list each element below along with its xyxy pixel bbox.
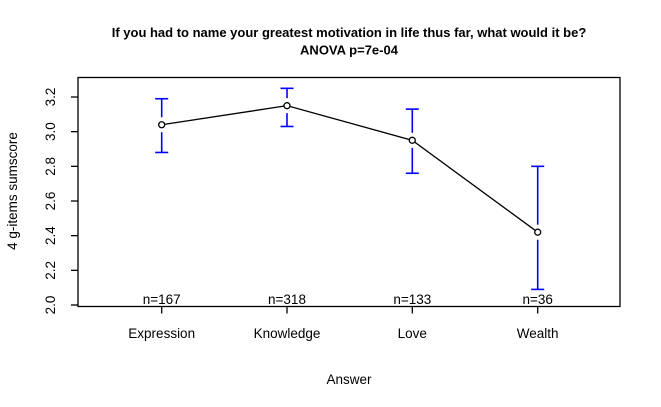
x-tick-label: Expression [128, 326, 195, 341]
y-axis-title: 4 g-items sumscore [5, 132, 20, 250]
sample-size-label: n=133 [393, 292, 431, 307]
y-tick-label: 2.6 [43, 192, 58, 211]
y-axis: 2.0 2.2 2.4 2.6 2.8 3.0 3.2 [43, 88, 78, 315]
x-axis-title: Answer [326, 372, 372, 387]
error-bar [155, 97, 169, 154]
y-tick-label: 3.2 [43, 88, 58, 107]
y-tick-label: 2.8 [43, 157, 58, 176]
error-bar [280, 87, 294, 128]
error-bar [405, 108, 419, 175]
data-point-marker [408, 136, 416, 144]
y-tick-label: 2.2 [43, 261, 58, 280]
data-series [155, 87, 545, 291]
sample-size-label: n=318 [268, 292, 306, 307]
x-tick-label: Wealth [517, 326, 559, 341]
sample-size-label: n=36 [522, 292, 552, 307]
y-tick-label: 3.0 [43, 122, 58, 141]
sample-size-labels: n=167 n=318 n=133 n=36 [143, 292, 553, 307]
series-line [161, 105, 539, 233]
chart-subtitle: ANOVA p=7e-04 [300, 43, 399, 58]
sample-size-label: n=167 [143, 292, 181, 307]
x-tick-label: Love [398, 326, 427, 341]
error-bar [531, 165, 545, 291]
y-tick-label: 2.0 [43, 296, 58, 315]
plot-area-border [77, 76, 621, 308]
x-tick-label: Knowledge [254, 326, 321, 341]
y-tick-label: 2.4 [43, 226, 58, 245]
data-point-marker [283, 102, 291, 110]
data-point-marker [158, 121, 166, 129]
chart-title: If you had to name your greatest motivat… [112, 25, 587, 40]
data-point-marker [534, 228, 542, 236]
x-axis: Expression Knowledge Love Wealth [128, 306, 559, 341]
